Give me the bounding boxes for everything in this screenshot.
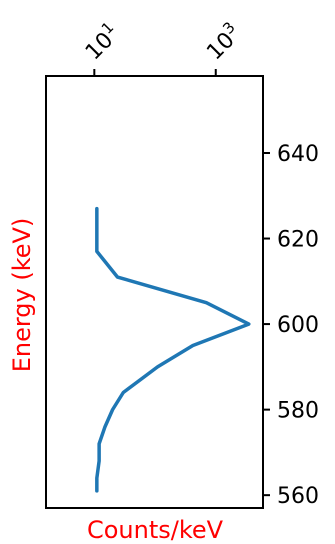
energy-tick-label: 620 — [277, 228, 319, 253]
x-axis-label: Counts/keV — [87, 516, 224, 544]
energy-tick-label: 560 — [277, 484, 319, 509]
energy-tick-label: 580 — [277, 399, 319, 424]
energy-axis: 560 580 600 620 640 — [263, 142, 319, 509]
series-line — [95, 206, 251, 493]
energy-tick-label: 600 — [277, 313, 319, 338]
y-axis-label: Energy (keV) — [8, 218, 36, 373]
energy-tick-label: 640 — [277, 142, 319, 167]
plot-frame — [45, 75, 264, 509]
